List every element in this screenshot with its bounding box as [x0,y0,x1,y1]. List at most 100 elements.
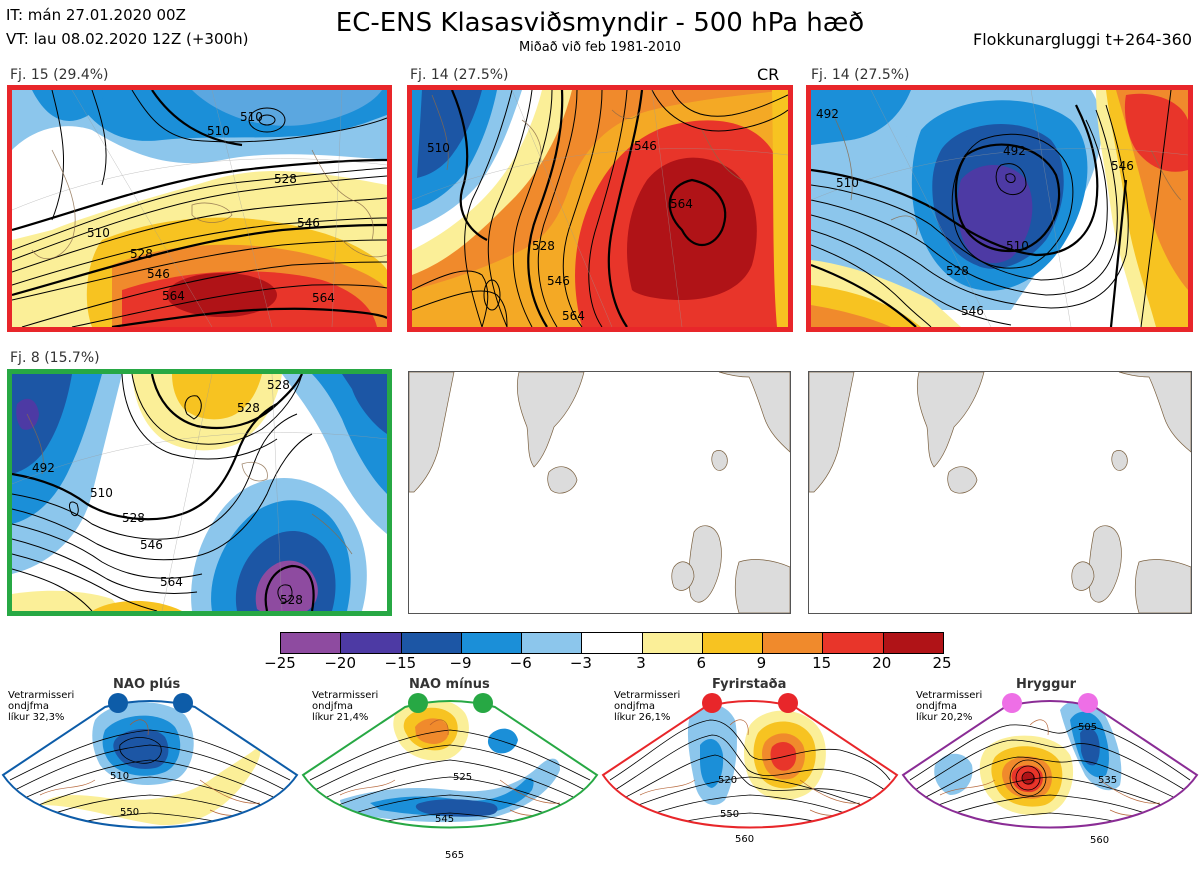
info-line: Vetrarmisseri [312,690,379,701]
colorbar-tick-label: 25 [932,654,952,672]
panel-4-contour-label: 528 [122,511,145,525]
panel-1-contour-label: 510 [207,124,230,138]
info-line: ondjfma [312,701,353,712]
panel-1-contour-label: 528 [130,247,153,261]
info-line: líkur 26,1% [614,712,671,723]
colorbar-tick-label: 9 [756,654,767,672]
panel-4-contour-label: 546 [140,538,163,552]
regime-blocking-contour-label: 520 [718,775,737,786]
colorbar-segment [401,633,462,653]
panel-2-contour-label: 546 [547,274,570,288]
colorbar-tick-label: 15 [812,654,832,672]
colorbar-tick-label: 6 [696,654,707,672]
page-subtitle: Miðað við feb 1981-2010 [518,40,682,55]
colorbar-tick-label: −6 [509,654,532,672]
regime-ridge-contour-label: 505 [1078,722,1097,733]
regime-nao-plus-contour-label: 510 [110,771,129,782]
colorbar-tick-label: −9 [449,654,472,672]
regime-ridge-map[interactable]: 505 535 560 [900,685,1200,871]
colorbar-tick-label: −20 [324,654,356,672]
colorbar-segment [582,633,643,653]
colorbar-segment [461,633,523,653]
page-title: EC-ENS Klasasviðsmyndir - 500 hPa hæð [335,8,865,38]
colorbar-segment [763,633,824,653]
info-line: líkur 32,3% [8,712,65,723]
regime-ridge-info: Vetrarmisseri ondjfma líkur 20,2% [916,690,986,723]
empty-map-6-graphic [809,372,1191,613]
colorbar-tick-label: 20 [872,654,892,672]
colorbar-segment [702,633,764,653]
cluster-map-2[interactable]: 510 528 546 564 546 564 [407,85,793,332]
cluster-map-2-graphic: 510 528 546 564 546 564 [412,90,788,327]
regime-nao-plus-label: NAO plús [113,677,181,692]
valid-time: VT: lau 08.02.2020 12Z (+300h) [6,30,249,48]
colorbar-segment [883,633,943,653]
panel-3-contour-label: 510 [836,176,859,190]
regime-dot [1002,693,1022,713]
info-line: Vetrarmisseri [8,690,75,701]
regime-blocking-info: Vetrarmisseri ondjfma líkur 26,1% [614,690,684,723]
panel-4-contour-label: 492 [32,461,55,475]
panel-2-cr-tag: CR [757,65,780,84]
cluster-map-1[interactable]: 510 510 528 546 510 528 546 564 564 [7,85,392,332]
regime-nao-plus-map[interactable]: 510 550 [0,685,300,871]
regime-dot [473,693,493,713]
cluster-map-3[interactable]: 492 492 510 510 528 546 546 [806,85,1193,332]
regime-ridge-contour-label: 560 [1090,835,1109,846]
panel-4-label: Fj. 8 (15.7%) [10,350,100,366]
panel-1-contour-label: 564 [312,291,335,305]
info-line: líkur 21,4% [312,712,369,723]
regime-nao-minus-info: Vetrarmisseri ondjfma líkur 21,4% [312,690,382,723]
colorbar-tick-label: 3 [636,654,646,672]
regime-blocking-contour-label: 550 [720,809,739,820]
regime-blocking-map[interactable]: 520 550 560 [600,685,900,871]
regime-nao-minus-label: NAO mínus [409,677,490,692]
panel-1-label: Fj. 15 (29.4%) [10,67,109,83]
empty-map-6[interactable] [808,371,1192,614]
regime-dot [408,693,428,713]
panel-2-contour-label: 510 [427,141,450,155]
classification-window: Flokkunargluggi t+264-360 [973,30,1192,49]
colorbar-segment [281,633,342,653]
cluster-map-4[interactable]: 528 528 492 510 528 546 564 528 [7,369,392,616]
colorbar-tick-label: −15 [384,654,417,672]
regime-nao-minus-map[interactable]: 525 545 565 [300,685,600,871]
empty-map-5[interactable] [408,371,791,614]
cluster-map-3-graphic: 492 492 510 510 528 546 546 [811,90,1188,327]
anomaly-colorbar [280,632,944,654]
panel-4-contour-label: 564 [160,575,183,589]
colorbar-tick-label: −25 [264,654,296,672]
regime-dot [173,693,193,713]
panel-4-contour-label: 528 [237,401,260,415]
info-line: ondjfma [614,701,655,712]
colorbar-segment [642,633,703,653]
info-line: líkur 20,2% [916,712,973,723]
regime-blocking-contour-label: 560 [735,834,754,845]
regime-nao-minus-contour-label: 565 [445,850,464,861]
regime-dot [108,693,128,713]
panel-3-label: Fj. 14 (27.5%) [811,67,910,83]
colorbar-tick-label: −3 [569,654,592,672]
regime-dot [702,693,722,713]
cluster-map-1-graphic: 510 510 528 546 510 528 546 564 564 [12,90,387,327]
regime-ridge-contour-label: 535 [1098,775,1117,786]
panel-2-contour-label: 564 [670,197,693,211]
panel-2-contour-label: 546 [634,139,657,153]
regime-blocking-label: Fyrirstaða [712,677,787,692]
panel-1-contour-label: 510 [87,226,110,240]
panel-1-contour-label: 528 [274,172,297,186]
panel-3-contour-label: 546 [961,304,984,318]
info-line: ondjfma [8,701,49,712]
regime-dot [1078,693,1098,713]
info-line: ondjfma [916,701,957,712]
empty-map-5-graphic [409,372,790,613]
panel-3-contour-label: 546 [1111,159,1134,173]
panel-2-contour-label: 528 [532,239,555,253]
panel-2-label: Fj. 14 (27.5%) [410,67,509,83]
regime-nao-plus-contour-label: 550 [120,807,139,818]
panel-1-contour-label: 510 [240,110,263,124]
regime-nao-minus-contour-label: 545 [435,814,454,825]
initial-time: IT: mán 27.01.2020 00Z [6,6,186,24]
panel-4-contour-label: 528 [267,378,290,392]
regime-ridge-label: Hryggur [1016,677,1077,692]
